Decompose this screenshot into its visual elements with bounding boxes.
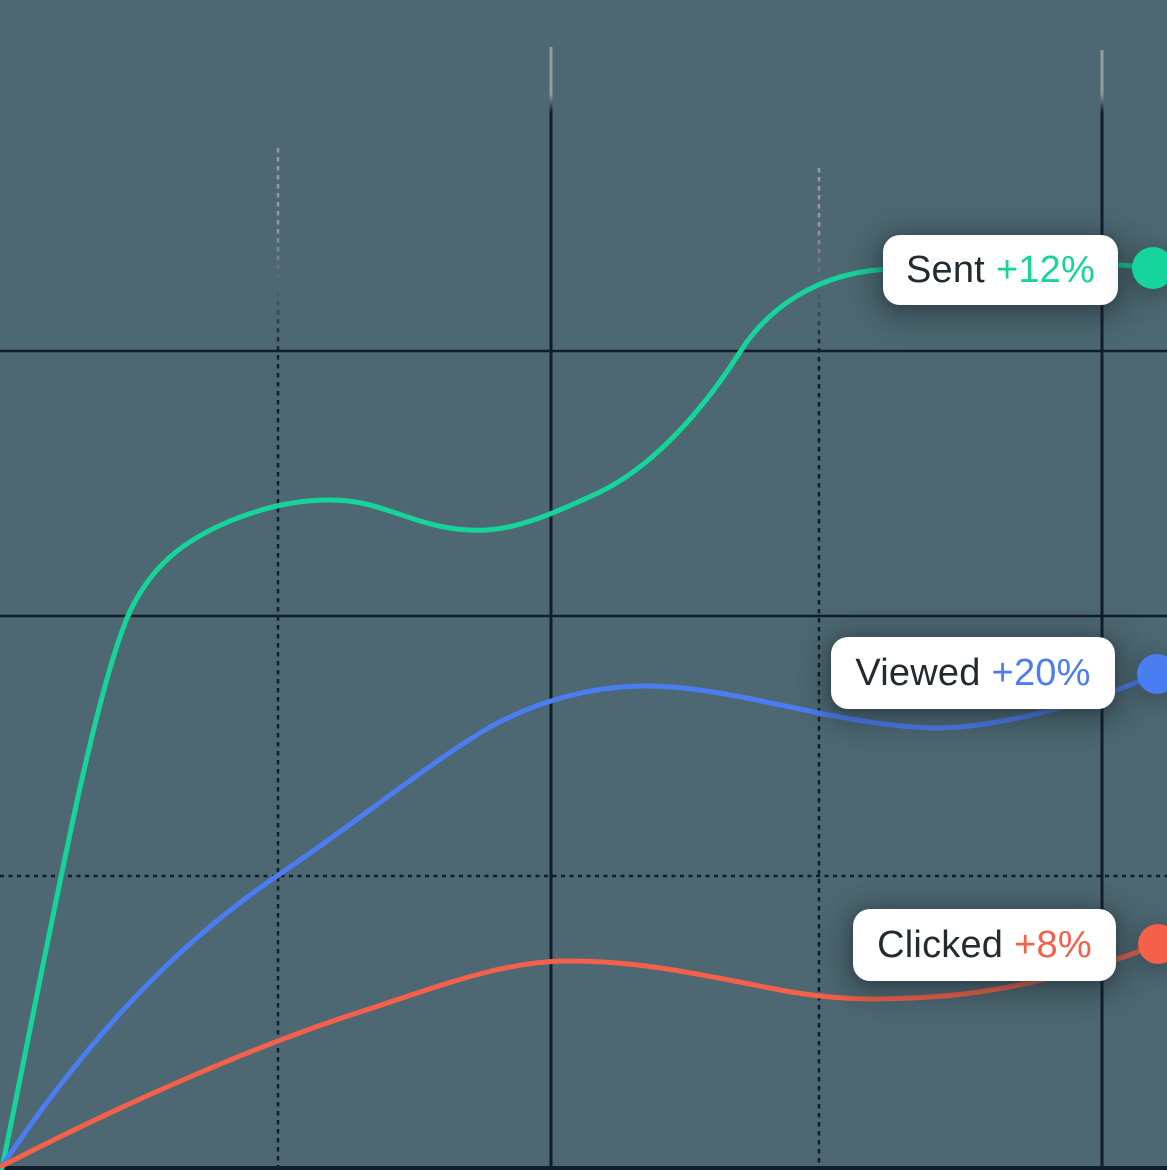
clicked-badge-delta: +8% xyxy=(1014,924,1092,966)
sent-curve xyxy=(0,259,1156,1170)
viewed-badge-delta: +20% xyxy=(991,652,1091,694)
clicked-badge-label: Clicked xyxy=(877,924,1004,966)
viewed-badge-label: Viewed xyxy=(855,652,981,694)
sent-badge-delta: +12% xyxy=(995,249,1096,291)
clicked-badge: Clicked +8% xyxy=(853,909,1116,981)
sent-badge: Sent +12% xyxy=(883,235,1118,305)
clicked-curve xyxy=(0,941,1161,1169)
viewed-curve xyxy=(0,671,1160,1169)
sent-badge-label: Sent xyxy=(905,249,985,291)
viewed-badge: Viewed +20% xyxy=(831,637,1115,709)
